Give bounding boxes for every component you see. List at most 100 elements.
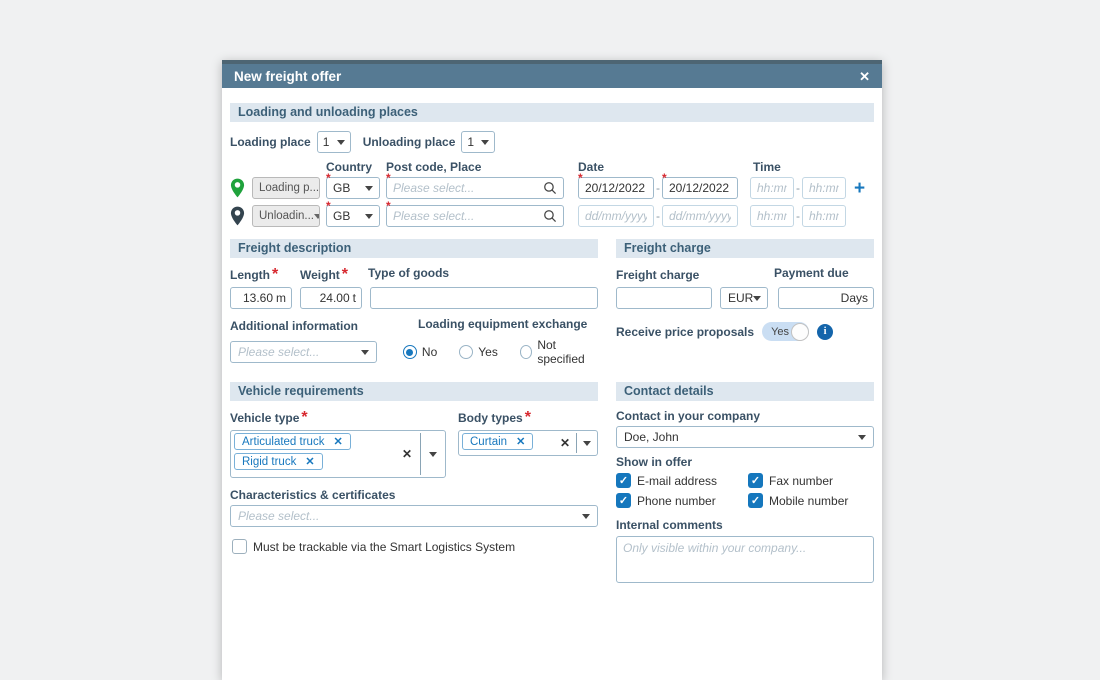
- chevron-down-icon: [429, 451, 437, 457]
- checkbox-checked-icon[interactable]: [616, 493, 631, 508]
- time-column-header: Time: [753, 160, 781, 174]
- equipment-option-label: No: [421, 345, 438, 359]
- required-asterisk: *: [578, 171, 583, 185]
- unloading-country-select[interactable]: * GB: [326, 199, 380, 227]
- show-email-checkbox[interactable]: E-mail address: [616, 473, 748, 488]
- equipment-radio-yes[interactable]: Yes: [459, 345, 498, 359]
- search-icon[interactable]: [543, 181, 557, 195]
- checkbox-checked-icon[interactable]: [748, 493, 763, 508]
- show-fax-checkbox[interactable]: Fax number: [748, 473, 874, 488]
- contact-select[interactable]: Doe, John: [616, 426, 874, 448]
- freight-charge-input[interactable]: [617, 291, 711, 305]
- chip-label: Articulated truck: [242, 435, 325, 448]
- body-type-chip[interactable]: Curtain ✕: [462, 433, 534, 450]
- unloading-place-input[interactable]: [387, 209, 543, 223]
- body-types-multiselect[interactable]: Curtain ✕ ✕: [458, 430, 598, 456]
- equipment-radio-not-specified[interactable]: Not specified: [519, 338, 598, 366]
- loading-type-select[interactable]: Loading p...: [252, 177, 320, 199]
- trackable-checkbox-item[interactable]: Must be trackable via the Smart Logistic…: [232, 539, 598, 554]
- internal-comments-label: Internal comments: [616, 518, 723, 532]
- vehicle-type-chip[interactable]: Rigid truck ✕: [234, 453, 323, 470]
- equipment-radio-no[interactable]: No: [402, 345, 438, 359]
- unloading-time-to-input[interactable]: [803, 209, 845, 223]
- unloading-time-to[interactable]: [802, 205, 846, 227]
- info-icon[interactable]: i: [817, 323, 834, 340]
- unloading-date-from[interactable]: [578, 205, 654, 227]
- unloading-date-from-input[interactable]: [579, 209, 653, 223]
- time-range-dash: -: [796, 209, 800, 223]
- checkbox-checked-icon[interactable]: [748, 473, 763, 488]
- vehicle-type-multiselect[interactable]: Articulated truck ✕ Rigid truck ✕ ✕: [230, 430, 446, 478]
- payment-due-input[interactable]: [779, 291, 841, 305]
- loading-time-to[interactable]: [802, 177, 846, 199]
- radio-icon[interactable]: [459, 345, 474, 359]
- contact-in-company-label: Contact in your company: [616, 409, 761, 423]
- loading-place-search[interactable]: *: [386, 171, 564, 199]
- show-phone-checkbox[interactable]: Phone number: [616, 493, 748, 508]
- loading-time-from[interactable]: [750, 177, 794, 199]
- weight-field[interactable]: t: [300, 287, 362, 309]
- loading-date-from-input[interactable]: [579, 181, 653, 195]
- internal-comments-textarea[interactable]: [617, 537, 873, 577]
- loading-time-from-input[interactable]: [751, 181, 793, 195]
- unloading-place-search[interactable]: *: [386, 199, 564, 227]
- time-range-dash: -: [796, 181, 800, 195]
- unloading-country-value: GB: [333, 209, 351, 223]
- modal-title: New freight offer: [234, 68, 342, 84]
- unloading-time-from[interactable]: [750, 205, 794, 227]
- radio-selected-icon[interactable]: [402, 345, 417, 359]
- new-freight-offer-modal: New freight offer ✕ Loading and unloadin…: [222, 60, 882, 680]
- unloading-date-to[interactable]: [662, 205, 738, 227]
- remove-chip-icon[interactable]: ✕: [333, 436, 343, 448]
- unloading-time-from-input[interactable]: [751, 209, 793, 223]
- postcode-column-header: Post code, Place: [386, 160, 482, 174]
- type-of-goods-input[interactable]: [371, 291, 597, 305]
- freight-charge-label: Freight charge: [616, 268, 700, 282]
- chevron-down-icon: [336, 139, 345, 145]
- freight-charge-field[interactable]: [616, 287, 712, 309]
- loading-place-input[interactable]: [387, 181, 543, 195]
- loading-place-count-value: 1: [322, 135, 330, 149]
- date-range-dash: -: [656, 209, 660, 223]
- loading-date-to[interactable]: *: [662, 171, 738, 199]
- loading-date-to-input[interactable]: [663, 181, 737, 195]
- loading-date-from[interactable]: *: [578, 171, 654, 199]
- unloading-type-select[interactable]: Unloadin...: [252, 205, 320, 227]
- currency-select[interactable]: EUR: [720, 287, 768, 309]
- toggle-knob[interactable]: [791, 322, 810, 341]
- remove-chip-icon[interactable]: ✕: [516, 436, 526, 448]
- type-of-goods-field[interactable]: [370, 287, 598, 309]
- characteristics-select[interactable]: Please select...: [230, 505, 598, 527]
- remove-chip-icon[interactable]: ✕: [305, 456, 315, 468]
- checkbox-unchecked-icon[interactable]: [232, 539, 247, 554]
- search-icon[interactable]: [543, 209, 557, 223]
- radio-icon[interactable]: [519, 345, 533, 359]
- length-field[interactable]: m: [230, 287, 292, 309]
- additional-information-select[interactable]: Please select...: [230, 341, 377, 363]
- add-place-icon[interactable]: +: [854, 177, 866, 199]
- vehicle-type-chip[interactable]: Articulated truck ✕: [234, 433, 351, 450]
- length-input[interactable]: [231, 291, 276, 305]
- loading-country-select[interactable]: * GB: [326, 171, 380, 199]
- clear-all-icon[interactable]: ✕: [559, 436, 570, 450]
- weight-unit: t: [352, 291, 356, 305]
- loading-time-to-input[interactable]: [803, 181, 845, 195]
- clear-all-icon[interactable]: ✕: [401, 447, 412, 461]
- close-icon[interactable]: ✕: [859, 68, 870, 84]
- equipment-option-label: Yes: [478, 345, 498, 359]
- weight-input[interactable]: [301, 291, 353, 305]
- payment-due-field[interactable]: Days: [778, 287, 874, 309]
- unloading-place-row: Unloadin... * GB * -: [230, 199, 874, 227]
- price-proposals-toggle[interactable]: Yes: [762, 322, 810, 341]
- payment-due-label: Payment due: [774, 266, 849, 280]
- show-mobile-checkbox[interactable]: Mobile number: [748, 493, 874, 508]
- contact-value: Doe, John: [624, 430, 679, 444]
- unloading-type-value: Unloadin...: [259, 210, 314, 222]
- unloading-place-count-select[interactable]: 1: [461, 131, 496, 153]
- length-label: Length: [230, 268, 270, 282]
- unloading-date-to-input[interactable]: [663, 209, 737, 223]
- internal-comments-field[interactable]: [616, 536, 874, 583]
- loading-place-row: Loading p... * GB * * - *: [230, 171, 874, 199]
- checkbox-checked-icon[interactable]: [616, 473, 631, 488]
- loading-place-count-select[interactable]: 1: [316, 131, 351, 153]
